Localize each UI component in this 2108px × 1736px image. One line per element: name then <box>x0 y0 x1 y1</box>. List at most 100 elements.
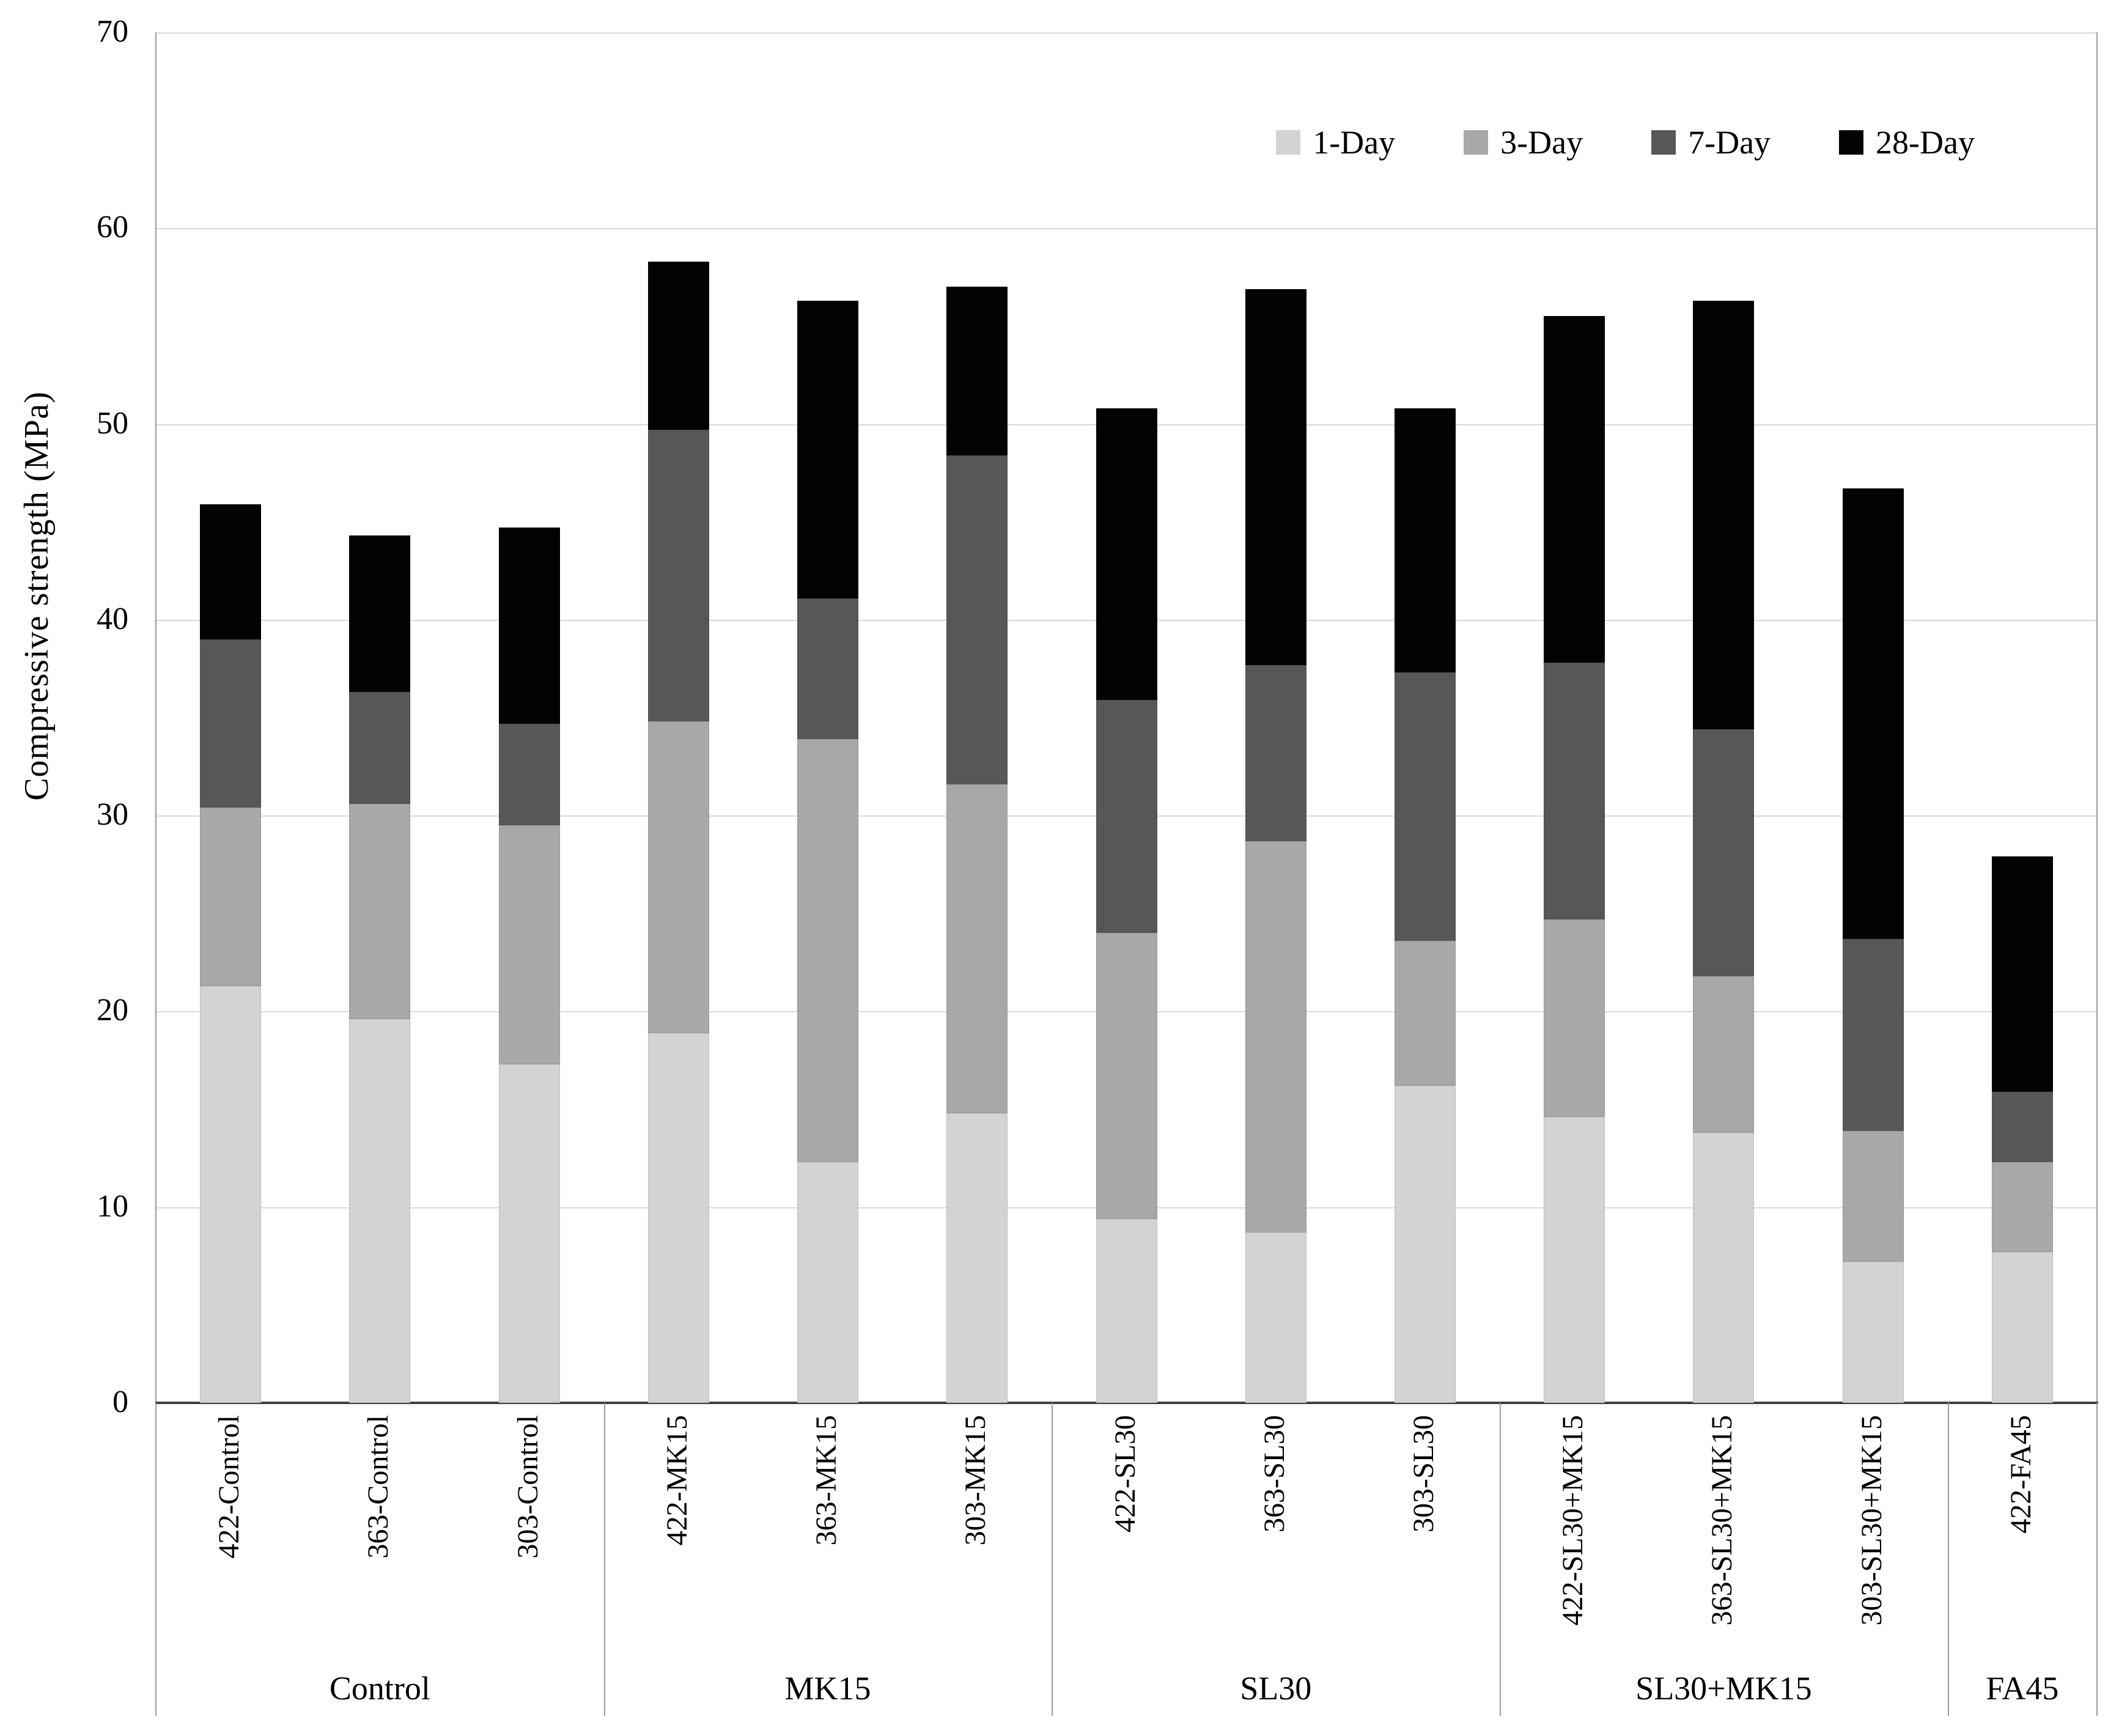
bar-363-SL30 <box>1245 32 1306 1403</box>
segment-28-Day-303-SL30+MK15 <box>1842 488 1904 939</box>
bar-363-SL30+MK15 <box>1693 32 1755 1403</box>
segment-1-Day-422-SL30+MK15 <box>1544 1117 1605 1403</box>
y-tick-label-50: 50 <box>97 405 128 441</box>
separator-SL30+MK15 <box>1500 1403 1502 1716</box>
separator-FA45 <box>1947 1403 1949 1716</box>
legend-swatch-28-Day <box>1839 130 1864 155</box>
segment-1-Day-422-FA45 <box>1991 1252 2053 1403</box>
plot-right-border <box>2096 32 2098 1403</box>
category-label-363-SL30: 363-SL30 <box>1258 1415 1291 1532</box>
segment-3-Day-363-SL30+MK15 <box>1693 976 1755 1133</box>
segment-7-Day-422-SL30 <box>1096 700 1157 933</box>
segment-7-Day-363-MK15 <box>797 598 859 740</box>
segment-7-Day-303-SL30+MK15 <box>1842 938 1904 1131</box>
category-label-422-SL30+MK15: 422-SL30+MK15 <box>1557 1415 1590 1626</box>
segment-28-Day-363-Control <box>349 535 411 693</box>
category-label-303-MK15: 303-MK15 <box>959 1415 992 1546</box>
segment-1-Day-363-Control <box>349 1019 411 1403</box>
segment-3-Day-422-FA45 <box>1991 1162 2053 1252</box>
bar-303-SL30+MK15 <box>1842 32 1904 1403</box>
segment-7-Day-422-Control <box>200 639 262 808</box>
bar-303-SL30 <box>1394 32 1456 1403</box>
bar-422-MK15 <box>647 32 709 1403</box>
legend-label-7-Day: 7-Day <box>1688 124 1771 161</box>
segment-3-Day-363-SL30 <box>1245 840 1306 1233</box>
segment-28-Day-422-SL30 <box>1096 408 1157 701</box>
category-label-363-SL30+MK15: 363-SL30+MK15 <box>1706 1415 1739 1626</box>
segment-7-Day-422-SL30+MK15 <box>1544 663 1605 919</box>
category-label-303-SL30: 303-SL30 <box>1407 1415 1440 1532</box>
legend-swatch-3-Day <box>1464 130 1489 155</box>
segment-28-Day-422-SL30+MK15 <box>1544 316 1605 663</box>
segment-28-Day-363-SL30+MK15 <box>1693 300 1755 730</box>
legend-item-3-Day: 3-Day <box>1464 126 1583 159</box>
y-tick-label-0: 0 <box>112 1385 128 1419</box>
bar-363-MK15 <box>797 32 859 1403</box>
segment-1-Day-422-MK15 <box>647 1032 709 1403</box>
y-axis-title: Compressive strength (MPa) <box>18 391 56 801</box>
segment-7-Day-422-MK15 <box>647 430 709 722</box>
segment-3-Day-303-SL30+MK15 <box>1842 1130 1904 1262</box>
y-tick-label-30: 30 <box>97 797 128 833</box>
segment-1-Day-422-Control <box>200 985 262 1403</box>
legend-label-1-Day: 1-Day <box>1313 124 1396 161</box>
bar-303-Control <box>498 32 560 1403</box>
segment-7-Day-363-SL30 <box>1245 664 1306 841</box>
y-axis-line <box>155 32 157 1403</box>
segment-28-Day-422-Control <box>200 504 262 639</box>
separator-SL30 <box>1052 1403 1053 1716</box>
group-label-FA45: FA45 <box>1986 1670 2059 1707</box>
category-label-303-SL30+MK15: 303-SL30+MK15 <box>1855 1415 1888 1626</box>
segment-28-Day-363-MK15 <box>797 300 859 598</box>
separator-MK15 <box>603 1403 605 1716</box>
legend-item-28-Day: 28-Day <box>1839 126 1975 159</box>
group-label-MK15: MK15 <box>784 1670 871 1707</box>
bar-422-SL30+MK15 <box>1544 32 1605 1403</box>
segment-3-Day-303-SL30 <box>1394 941 1456 1086</box>
segment-3-Day-422-MK15 <box>647 721 709 1033</box>
separator-right-edge <box>2096 1403 2098 1716</box>
segment-1-Day-303-SL30 <box>1394 1086 1456 1403</box>
segment-7-Day-303-SL30 <box>1394 672 1456 941</box>
category-label-303-Control: 303-Control <box>511 1415 544 1559</box>
y-tick-label-40: 40 <box>97 601 128 636</box>
segment-28-Day-363-SL30 <box>1245 289 1306 665</box>
bar-422-FA45 <box>1991 32 2053 1403</box>
legend-swatch-7-Day <box>1651 130 1676 155</box>
segment-3-Day-422-SL30+MK15 <box>1544 919 1605 1117</box>
legend-swatch-1-Day <box>1276 130 1301 155</box>
separator-left-edge <box>155 1403 157 1716</box>
segment-7-Day-303-Control <box>498 723 560 826</box>
legend-label-28-Day: 28-Day <box>1876 124 1975 161</box>
segment-3-Day-422-SL30 <box>1096 933 1157 1219</box>
segment-3-Day-363-MK15 <box>797 739 859 1163</box>
legend: 1-Day 3-Day 7-Day 28-Day <box>1276 126 1975 159</box>
legend-item-7-Day: 7-Day <box>1651 126 1771 159</box>
category-label-422-Control: 422-Control <box>213 1415 246 1559</box>
bar-363-Control <box>349 32 411 1403</box>
segment-7-Day-303-MK15 <box>946 455 1008 784</box>
group-label-SL30+MK15: SL30+MK15 <box>1635 1670 1812 1707</box>
y-tick-label-70: 70 <box>97 14 128 49</box>
segment-7-Day-363-SL30+MK15 <box>1693 729 1755 976</box>
category-label-422-MK15: 422-MK15 <box>660 1415 693 1546</box>
segment-3-Day-422-Control <box>200 807 262 986</box>
segment-1-Day-363-SL30 <box>1245 1232 1306 1403</box>
gridline-70 <box>156 32 2097 34</box>
segment-7-Day-422-FA45 <box>1991 1091 2053 1163</box>
segment-1-Day-303-SL30+MK15 <box>1842 1262 1904 1403</box>
segment-1-Day-303-Control <box>498 1064 560 1403</box>
legend-item-1-Day: 1-Day <box>1276 126 1395 159</box>
category-label-363-Control: 363-Control <box>362 1415 395 1559</box>
segment-28-Day-422-FA45 <box>1991 856 2053 1092</box>
segment-3-Day-303-Control <box>498 825 560 1064</box>
segment-28-Day-303-SL30 <box>1394 408 1456 673</box>
y-tick-label-10: 10 <box>97 1188 128 1224</box>
bar-422-SL30 <box>1096 32 1157 1403</box>
gridline-60 <box>156 228 2097 230</box>
segment-28-Day-303-MK15 <box>946 287 1008 455</box>
segment-3-Day-303-MK15 <box>946 784 1008 1113</box>
y-tick-label-60: 60 <box>97 210 128 245</box>
category-label-422-FA45: 422-FA45 <box>2004 1415 2037 1534</box>
